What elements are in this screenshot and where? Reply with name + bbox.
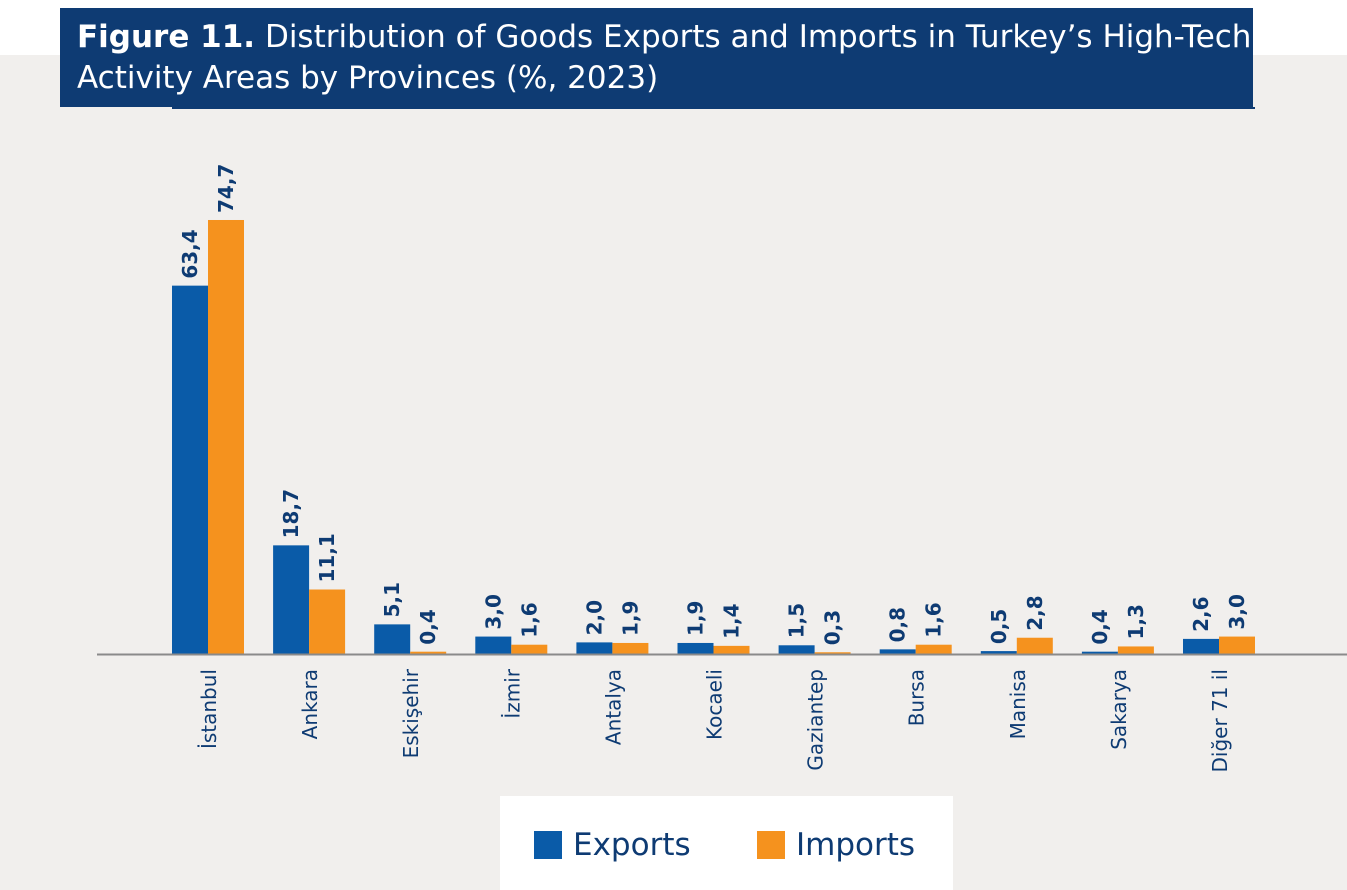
imports-value-label-9: 1,3 xyxy=(1124,604,1148,639)
exports-value-label-4: 2,0 xyxy=(582,600,606,635)
figure-header: Figure 11. Distribution of Goods Exports… xyxy=(60,8,1253,107)
imports-bar-2 xyxy=(410,651,447,654)
imports-value-label-10: 3,0 xyxy=(1225,594,1249,629)
exports-value-label-10: 2,6 xyxy=(1189,596,1213,631)
imports-bar-4 xyxy=(612,642,649,654)
legend-item-imports: Imports xyxy=(757,828,915,862)
imports-value-label-4: 1,9 xyxy=(618,601,642,636)
exports-bar-9 xyxy=(1081,651,1118,654)
header-rule xyxy=(172,107,1255,109)
exports-bar-3 xyxy=(475,636,512,654)
exports-bar-2 xyxy=(374,624,411,654)
category-label-10: Diğer 71 il xyxy=(1208,669,1232,772)
category-label-7: Bursa xyxy=(905,669,929,726)
legend-item-exports: Exports xyxy=(534,828,691,862)
category-label-8: Manisa xyxy=(1006,669,1030,739)
imports-value-label-5: 1,4 xyxy=(720,603,744,638)
imports-bar-1 xyxy=(309,589,346,654)
exports-value-label-6: 1,5 xyxy=(785,603,809,638)
exports-value-label-5: 1,9 xyxy=(684,601,708,636)
exports-value-label-7: 0,8 xyxy=(886,607,910,642)
exports-swatch xyxy=(534,831,562,859)
imports-bar-10 xyxy=(1219,636,1255,654)
exports-value-label-0: 63,4 xyxy=(178,229,202,278)
imports-value-label-3: 1,6 xyxy=(517,602,541,637)
imports-bar-6 xyxy=(814,652,851,654)
category-label-4: Antalya xyxy=(601,669,625,745)
exports-value-label-1: 18,7 xyxy=(279,489,303,538)
imports-value-label-1: 11,1 xyxy=(315,533,339,582)
imports-bar-8 xyxy=(1016,637,1053,654)
exports-bar-0 xyxy=(172,285,208,654)
exports-value-label-9: 0,4 xyxy=(1088,609,1112,644)
imports-bar-0 xyxy=(208,219,244,655)
category-label-5: Kocaeli xyxy=(703,669,727,740)
category-label-2: Eskişehir xyxy=(399,668,423,758)
exports-value-label-2: 5,1 xyxy=(380,582,404,617)
category-label-1: Ankara xyxy=(298,669,322,739)
legend-label-imports: Imports xyxy=(796,827,916,863)
exports-bar-10 xyxy=(1183,638,1219,654)
imports-value-label-0: 74,7 xyxy=(214,164,238,213)
exports-bar-4 xyxy=(576,642,613,654)
exports-bar-6 xyxy=(778,645,815,654)
exports-bar-5 xyxy=(677,642,714,654)
imports-swatch xyxy=(757,831,785,859)
category-label-0: İstanbul xyxy=(197,669,221,749)
exports-value-label-3: 3,0 xyxy=(481,594,505,629)
imports-bar-9 xyxy=(1117,646,1154,654)
exports-bar-7 xyxy=(879,649,916,654)
imports-value-label-6: 0,3 xyxy=(821,610,845,645)
legend-label-exports: Exports xyxy=(573,827,691,863)
legend: Exports Imports xyxy=(500,796,953,890)
category-label-6: Gaziantep xyxy=(804,669,828,771)
imports-value-label-7: 1,6 xyxy=(922,602,946,637)
exports-value-label-8: 0,5 xyxy=(987,609,1011,644)
exports-bar-8 xyxy=(980,651,1017,654)
imports-value-label-2: 0,4 xyxy=(416,609,440,644)
imports-value-label-8: 2,8 xyxy=(1023,595,1047,630)
category-label-3: İzmir xyxy=(500,668,524,718)
imports-bar-7 xyxy=(915,644,952,654)
imports-bar-3 xyxy=(511,644,548,654)
category-label-9: Sakarya xyxy=(1107,669,1131,750)
exports-bar-1 xyxy=(273,545,310,654)
bar-chart: 63,4 74,7 İstanbul 18,7 11,1 Ankara 5,1 0,4 Eski… xyxy=(97,164,1347,772)
figure-label: Figure 11. xyxy=(77,19,256,55)
figure-title: Distribution of Goods Exports and Import… xyxy=(77,19,1252,96)
imports-bar-5 xyxy=(713,645,750,654)
